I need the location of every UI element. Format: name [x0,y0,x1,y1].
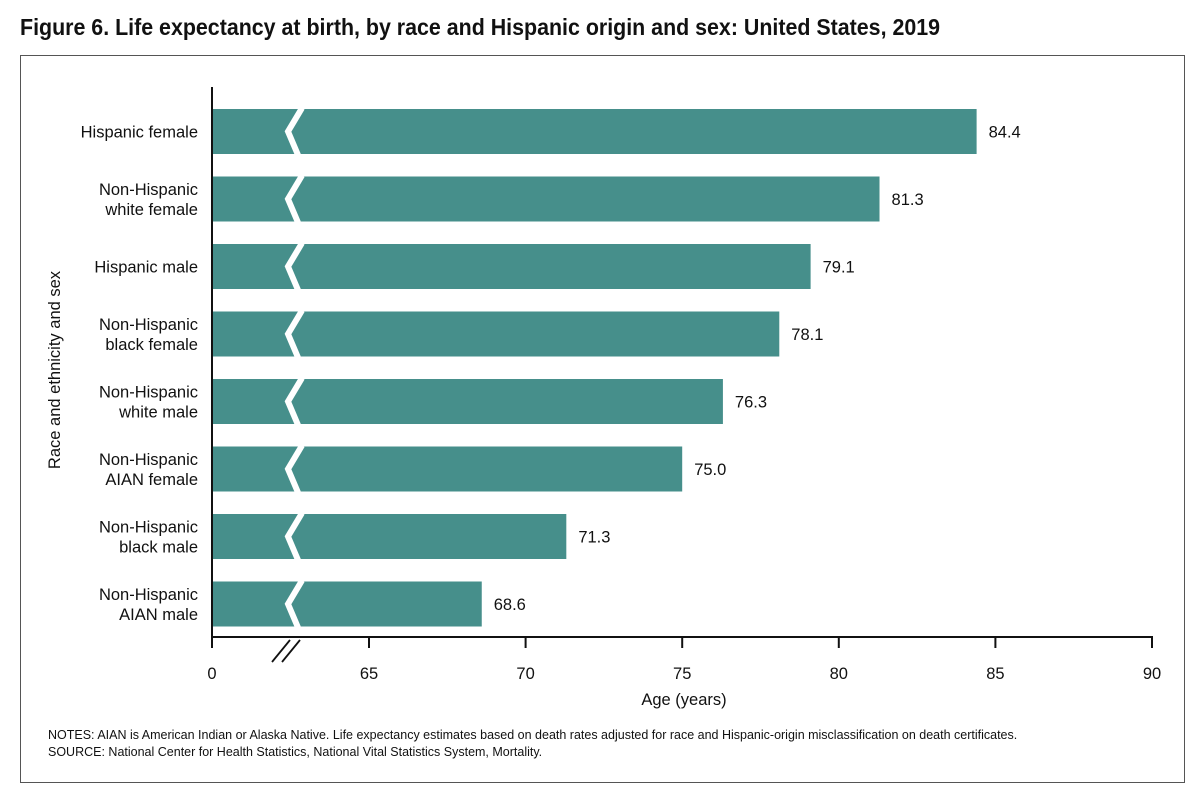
bar-break-mark [284,308,305,359]
data-label: 76.3 [735,394,767,412]
source-text: SOURCE: National Center for Health Stati… [48,745,543,759]
data-label: 81.3 [892,191,924,209]
chart-title: Figure 6. Life expectancy at birth, by r… [20,14,941,40]
bar [212,446,683,492]
category-label: AIAN male [119,606,198,624]
notes-text: NOTES: AIAN is American Indian or Alaska… [48,728,1018,742]
bar [212,311,780,357]
x-tick-label: 0 [207,665,216,683]
data-label: 84.4 [989,124,1021,142]
data-label: 78.1 [791,326,823,344]
x-tick-label: 90 [1143,665,1161,683]
data-label: 79.1 [823,259,855,277]
axis-break-mark [281,639,301,663]
category-label: Non-Hispanic [99,316,198,334]
bar-break-mark [284,443,305,494]
bar-break-mark [284,173,305,224]
category-label: black female [105,336,198,354]
x-tick-label: 85 [986,665,1004,683]
bar-break-mark [284,578,305,629]
category-label: Non-Hispanic [99,519,198,537]
bar-break-mark [284,511,305,562]
category-label: Hispanic male [94,259,198,277]
y-axis-title: Race and ethnicity and sex [46,270,64,469]
x-tick-label: 65 [360,665,378,683]
category-label: AIAN female [105,471,198,489]
x-axis-title: Age (years) [641,691,726,709]
category-label: white male [118,404,198,422]
axis-break-mark [271,639,291,663]
bar [212,244,811,289]
x-tick-label: 75 [673,665,691,683]
category-label: Non-Hispanic [99,586,198,604]
chart-frame [20,55,1185,783]
category-label: white female [104,201,198,219]
category-label: Non-Hispanic [99,384,198,402]
x-tick-label: 80 [830,665,848,683]
data-label: 75.0 [694,461,726,479]
bar-break-mark [284,106,305,157]
bar-break-mark [284,241,305,292]
bar [212,176,880,222]
data-label: 71.3 [578,529,610,547]
category-label: black male [119,539,198,557]
chart-notes: NOTES: AIAN is American Indian or Alaska… [48,727,1017,761]
bar [212,581,482,627]
bar [212,109,977,154]
category-label: Hispanic female [81,124,198,142]
category-label: Non-Hispanic [99,181,198,199]
bar [212,514,567,559]
x-tick-label: 70 [516,665,534,683]
bar-break-mark [284,376,305,427]
category-label: Non-Hispanic [99,451,198,469]
data-label: 68.6 [494,596,526,614]
